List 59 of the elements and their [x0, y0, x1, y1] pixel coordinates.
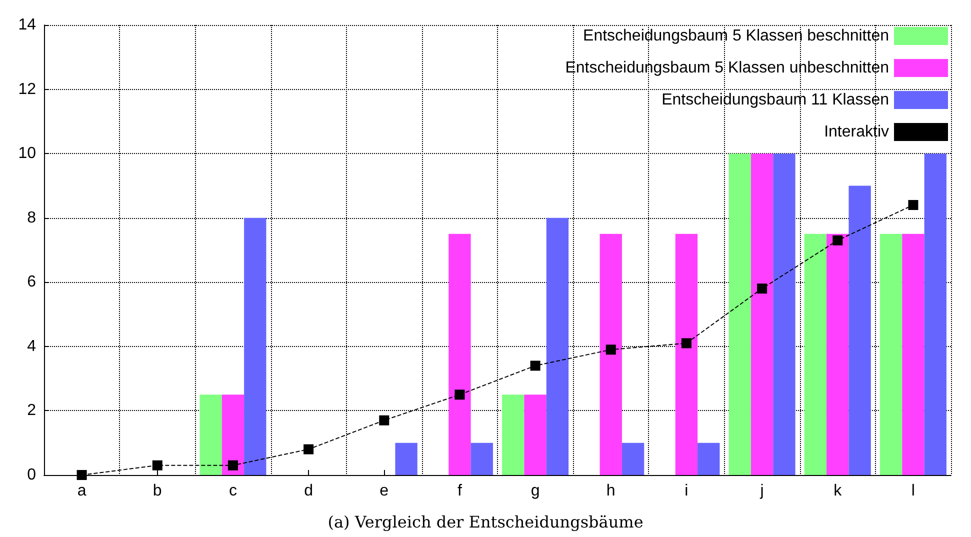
x-tick-label: a: [77, 482, 86, 500]
x-tick-label: d: [304, 482, 313, 500]
legend-label: Entscheidungsbaum 5 Klassen unbeschnitten: [565, 60, 889, 76]
bar: [902, 234, 924, 475]
point: [152, 460, 162, 470]
bar: [524, 394, 546, 475]
bar: [244, 218, 266, 475]
point: [757, 284, 768, 294]
bar: [222, 394, 244, 475]
point: [681, 338, 692, 348]
y-tick-label: 10: [18, 145, 36, 162]
point: [304, 444, 314, 454]
x-tick-label: l: [911, 482, 915, 500]
bar: [848, 186, 871, 475]
bar: [502, 394, 524, 475]
bar: [395, 442, 418, 475]
y-tick-label: 4: [27, 338, 36, 355]
bar: [924, 154, 946, 475]
point: [76, 470, 87, 480]
point: [379, 415, 390, 426]
legend-label: Entscheidungsbaum 5 Klassen beschnitten: [583, 28, 889, 44]
y-tick-label: 2: [27, 402, 36, 420]
bar: [600, 234, 622, 475]
point: [530, 360, 540, 371]
bar: [622, 442, 644, 475]
point: [908, 200, 918, 210]
bar: [880, 234, 902, 475]
x-tick-label: c: [228, 482, 237, 500]
point: [606, 344, 616, 355]
legend-label: Entscheidungsbaum 11 Klassen: [662, 92, 889, 108]
y-tick-label: 6: [27, 274, 36, 291]
legend-label: Interaktiv: [824, 124, 889, 140]
x-tick-label: j: [759, 482, 764, 500]
x-tick-label: g: [530, 482, 540, 500]
x-tick-label: h: [606, 482, 616, 500]
point: [832, 235, 843, 246]
bar: [773, 154, 796, 475]
bar: [675, 234, 698, 475]
bar: [698, 442, 720, 475]
bar: [470, 442, 493, 475]
y-tick-label: 8: [27, 209, 36, 226]
x-tick-label: i: [684, 482, 688, 500]
x-tick-label: f: [457, 482, 462, 500]
bar: [804, 234, 827, 475]
x-tick-label: b: [152, 482, 162, 500]
bar: [546, 218, 569, 475]
point: [228, 460, 238, 470]
point: [454, 390, 465, 400]
y-tick-label: 0: [27, 466, 36, 484]
x-tick-label: k: [834, 482, 843, 500]
y-tick-label: 14: [18, 16, 36, 34]
y-tick-label: 12: [18, 80, 36, 98]
bar: [200, 394, 222, 475]
text: (a) Vergleich der Entscheidungsbäume: [328, 512, 644, 532]
bar: [728, 154, 751, 475]
bar: [448, 234, 471, 475]
x-tick-label: e: [380, 482, 389, 500]
bar: [826, 234, 849, 475]
bar: [750, 154, 774, 475]
